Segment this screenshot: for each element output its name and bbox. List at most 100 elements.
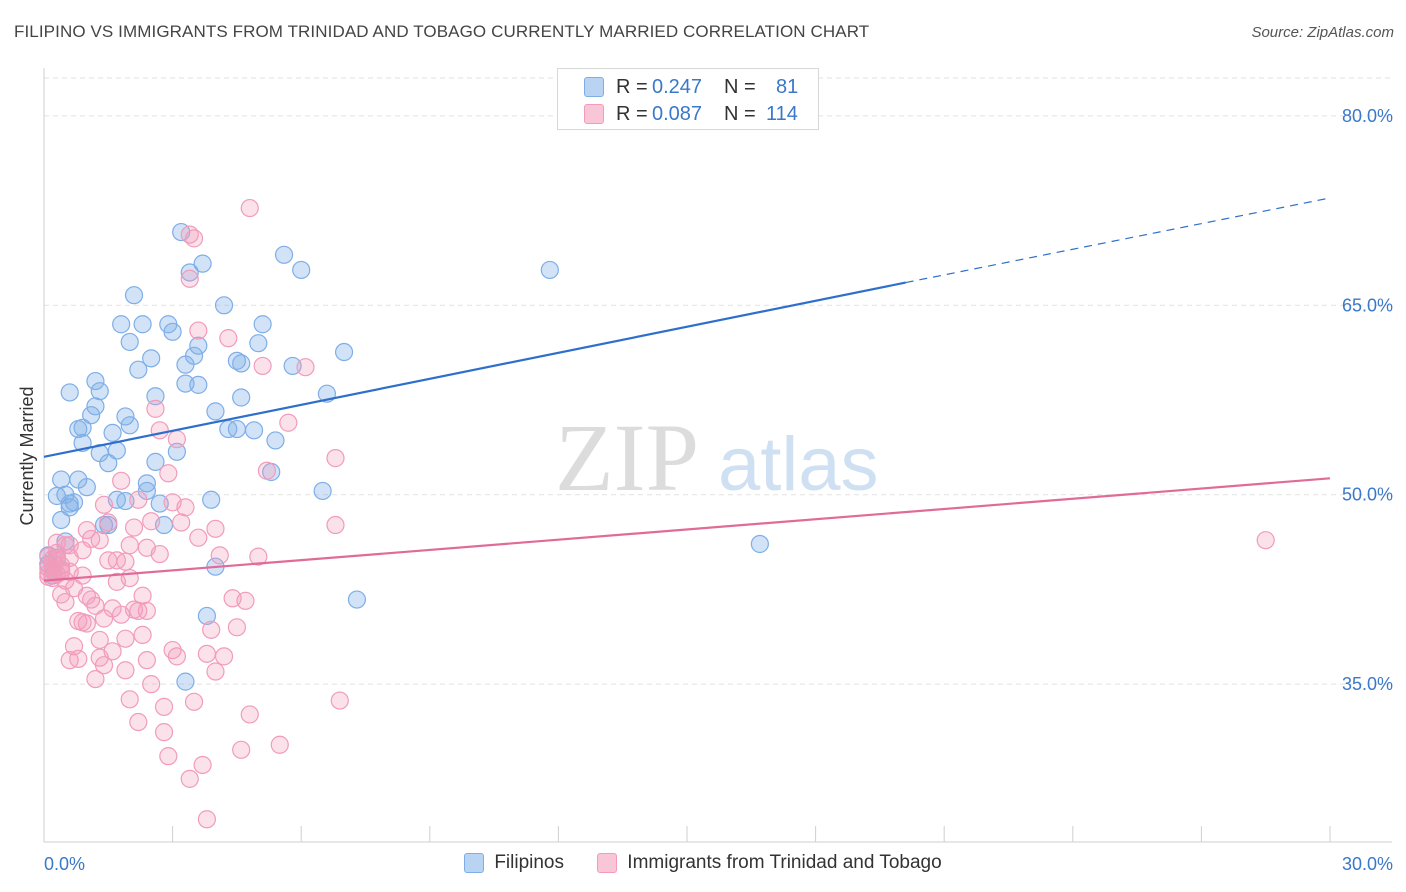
watermark-zip: ZIP <box>555 404 699 511</box>
filipinos-point <box>129 360 148 379</box>
filipinos-point <box>244 421 264 440</box>
filipinos-point <box>232 388 251 407</box>
trinidad-point <box>330 691 349 710</box>
filipinos-point <box>150 494 169 513</box>
filipinos-point <box>266 431 285 450</box>
axes <box>43 68 1392 843</box>
trinidad-trend-line <box>43 477 1331 582</box>
filipinos-point <box>313 481 332 501</box>
trinidad-point <box>116 661 135 680</box>
trinidad-point <box>120 568 139 588</box>
trinidad-point <box>112 471 131 490</box>
filipinos-point <box>292 260 311 280</box>
trinidad-point <box>240 705 259 724</box>
trinidad-point <box>253 356 272 376</box>
filipinos-point <box>73 418 92 437</box>
y-axis-label: Currently Married <box>17 386 37 525</box>
trinidad-point <box>60 562 79 581</box>
trinidad-point <box>94 495 114 514</box>
trinidad-point <box>184 692 204 711</box>
trinidad-point <box>77 520 96 540</box>
trinidad-point <box>154 723 174 742</box>
trinidad-point <box>90 531 109 550</box>
n-value: 114 <box>766 102 798 125</box>
legend-item-filipinos: Filipinos <box>464 852 564 874</box>
filipinos-point <box>120 416 139 435</box>
trinidad-point <box>90 630 109 650</box>
filipinos-point <box>202 490 221 509</box>
n-label: N = <box>724 102 756 125</box>
trinidad-point <box>86 669 105 689</box>
filipinos-point <box>116 491 135 511</box>
trinidad-point <box>206 519 225 538</box>
trinidad-swatch <box>584 104 604 124</box>
tick-labels: 35.0% 50.0% 65.0% 80.0% 0.0% 30.0% <box>44 106 1393 874</box>
r-label: R = <box>616 75 648 98</box>
filipinos-trend-line <box>43 281 906 458</box>
filipinos-point <box>133 315 152 334</box>
legend-item-trinidad: Immigrants from Trinidad and Tobago <box>597 852 942 874</box>
y-tick-label: 80.0% <box>1342 106 1393 126</box>
trinidad-point <box>94 656 114 675</box>
stats-row-filipinos: R = 0.247 N = 81 <box>584 73 798 101</box>
trinidad-point <box>326 449 345 468</box>
filipinos-point <box>112 315 131 334</box>
filipinos-point <box>176 374 195 393</box>
trinidad-point <box>189 528 208 547</box>
filipinos-point <box>232 354 251 373</box>
r-label: R = <box>616 102 648 125</box>
chart-legend: Filipinos Immigrants from Trinidad and T… <box>0 852 1406 879</box>
trinidad-point <box>180 769 199 788</box>
source-label: Source: ZipAtlas.com <box>1251 24 1394 41</box>
trinidad-point <box>214 647 234 666</box>
trinidad-point <box>103 642 122 661</box>
trinidad-point <box>99 513 118 532</box>
legend-label: Immigrants from Trinidad and Tobago <box>627 852 942 873</box>
legend-swatch <box>597 853 618 873</box>
trinidad-point <box>120 690 139 709</box>
trinidad-point <box>176 498 195 517</box>
filipinos-trend-extension <box>905 197 1331 284</box>
trinidad-point <box>120 536 139 555</box>
stats-row-trinidad: R = 0.087 N = 114 <box>584 100 798 128</box>
filipinos-point <box>99 454 118 473</box>
trinidad-point <box>270 735 289 754</box>
trinidad-point <box>193 755 212 775</box>
filipinos-point <box>116 407 135 426</box>
trinidad-point <box>129 490 148 509</box>
filipinos-point <box>189 375 208 394</box>
filipinos-point <box>214 296 234 315</box>
filipinos-point <box>86 397 105 416</box>
filipinos-point <box>180 263 199 282</box>
trinidad-point <box>167 430 186 449</box>
trinidad-point <box>206 662 225 681</box>
filipinos-point <box>86 371 105 391</box>
x-tick-label: 30.0% <box>1342 854 1393 874</box>
trinidad-point <box>202 620 221 639</box>
trinidad-point <box>279 413 298 432</box>
filipinos-point <box>90 382 109 401</box>
trinidad-point <box>197 644 216 663</box>
legend-swatch <box>464 853 485 873</box>
filipinos-point <box>60 383 79 402</box>
y-tick-label: 50.0% <box>1342 485 1393 505</box>
trinidad-point <box>227 618 246 637</box>
trinidad-point <box>124 518 144 537</box>
y-tick-label: 65.0% <box>1342 295 1393 315</box>
trinidad-point <box>167 647 186 666</box>
r-value: 0.087 <box>652 102 703 125</box>
trinidad-point <box>249 547 268 566</box>
trend-lines <box>43 197 1331 582</box>
filipinos-swatch <box>584 77 604 97</box>
filipinos-point <box>142 349 161 368</box>
trinidad-point <box>146 399 165 418</box>
trinidad-point <box>137 651 156 670</box>
trinidad-point <box>39 567 58 586</box>
n-value: 81 <box>776 75 799 98</box>
filipinos-point <box>64 493 84 512</box>
trinidad-point <box>133 586 152 605</box>
filipinos-point <box>249 334 268 353</box>
filipinos-point <box>52 510 71 530</box>
stats-legend: R = 0.247 N = 81 R = 0.087 N = 114 <box>557 68 819 130</box>
filipinos-point <box>167 442 186 461</box>
